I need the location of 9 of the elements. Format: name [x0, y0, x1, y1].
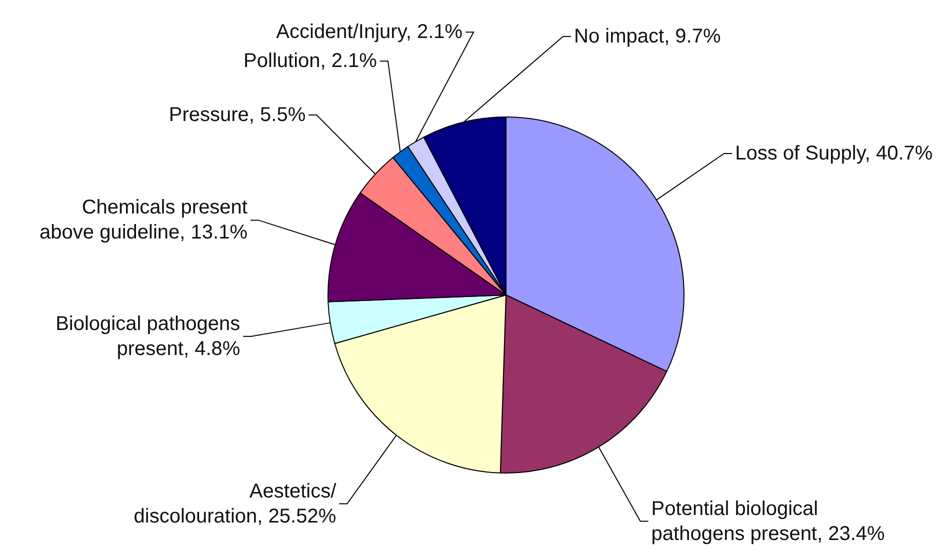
slice-label: Pollution, 2.1% — [244, 50, 378, 72]
slice-label: No impact, 9.7% — [574, 26, 721, 48]
slice-label: Accident/Injury, 2.1% — [276, 21, 463, 44]
slice-label: Biological pathogens present, 4.8% — [56, 312, 240, 360]
slice-label: Potential biological pathogens present, 23.4% — [651, 498, 886, 545]
slice-label: Loss of Supply, 40.7% — [735, 142, 933, 164]
slice-label: Aestetics/ discolouration, 25.52% — [134, 480, 337, 528]
slice-label: Chemicals present above guideline, 13.1% — [40, 196, 248, 244]
slice-label: Pressure, 5.5% — [168, 104, 306, 126]
